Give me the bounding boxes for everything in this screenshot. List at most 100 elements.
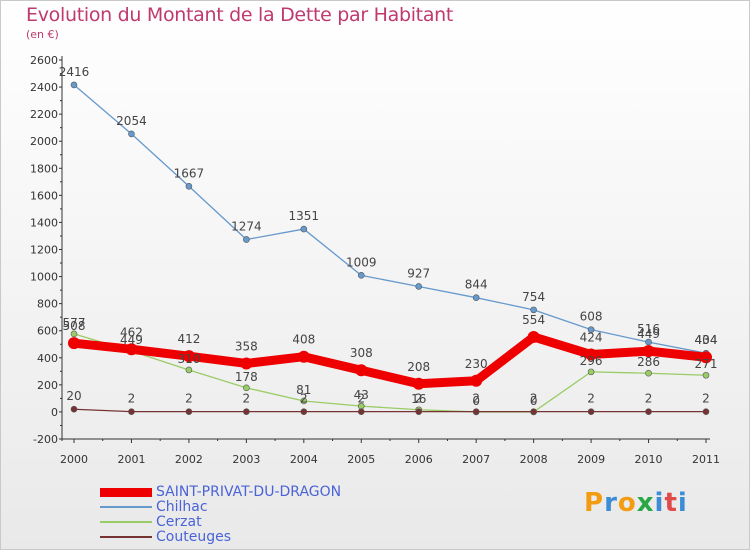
data-label-2-7: 0 — [472, 394, 480, 408]
data-point-3-11 — [702, 408, 710, 415]
x-tick-label: 2010 — [635, 453, 663, 466]
data-point-2-4 — [300, 397, 308, 405]
y-tick-label: 2200 — [30, 108, 58, 121]
y-tick-label: 1200 — [30, 244, 58, 257]
data-point-1-3 — [243, 236, 250, 243]
data-label-3-9: 2 — [587, 392, 595, 406]
chart-subtitle: (en €) — [26, 28, 59, 41]
data-point-0-11 — [700, 351, 712, 364]
data-label-1-6: 927 — [407, 266, 430, 280]
data-point-3-2 — [185, 408, 193, 415]
data-point-3-4 — [300, 408, 308, 415]
data-point-0-2 — [182, 350, 195, 363]
legend-item-saint-privat: SAINT-PRIVAT-DU-DRAGON — [100, 484, 420, 500]
data-label-1-5: 1009 — [346, 255, 377, 269]
data-label-1-9: 608 — [580, 310, 603, 324]
data-point-3-0 — [70, 405, 78, 413]
data-label-3-11: 2 — [702, 392, 710, 406]
data-label-0-2: 412 — [177, 332, 200, 346]
legend-label-chilhac: Chilhac — [156, 499, 208, 515]
data-point-0-4 — [297, 350, 310, 363]
x-tick-label: 2006 — [405, 453, 433, 466]
data-label-3-7: 2 — [472, 392, 480, 406]
data-point-1-8 — [530, 306, 537, 314]
data-point-1-10 — [645, 338, 652, 346]
legend-label-couteuges: Couteuges — [156, 529, 231, 545]
data-label-0-0: 508 — [63, 319, 86, 333]
data-point-0-6 — [412, 377, 425, 390]
legend-item-chilhac: Chilhac — [100, 499, 420, 515]
data-point-0-0 — [68, 337, 80, 350]
data-label-0-4: 408 — [292, 333, 315, 347]
data-point-1-9 — [587, 326, 595, 333]
data-label-1-10: 516 — [637, 322, 660, 336]
data-label-3-1: 2 — [128, 392, 136, 406]
data-label-3-4: 2 — [300, 392, 308, 406]
data-point-2-3 — [243, 384, 250, 392]
x-tick-label: 2005 — [347, 453, 375, 466]
data-label-2-8: 0 — [530, 394, 538, 408]
x-tick-label: 2000 — [60, 453, 88, 466]
data-point-0-10 — [642, 345, 655, 358]
data-point-2-9 — [587, 368, 595, 376]
series-line-0 — [69, 332, 711, 389]
data-label-3-6: 2 — [415, 392, 423, 406]
legend-label-cerzat: Cerzat — [156, 514, 202, 530]
y-tick-label: 2000 — [30, 135, 58, 148]
legend-swatch-couteuges — [100, 536, 152, 538]
y-tick-label: 1000 — [30, 271, 58, 284]
data-label-0-8: 554 — [522, 313, 545, 327]
data-point-1-1 — [128, 130, 135, 138]
data-point-2-11 — [702, 371, 710, 379]
y-tick-label: 2400 — [30, 81, 58, 94]
data-label-3-0: 20 — [66, 389, 81, 403]
y-tick-label: 200 — [37, 379, 58, 392]
data-point-3-3 — [243, 408, 250, 415]
data-label-2-6: 16 — [411, 392, 426, 406]
data-point-0-9 — [585, 348, 598, 361]
data-point-3-1 — [128, 408, 135, 415]
data-label-1-8: 754 — [522, 290, 545, 304]
data-label-0-5: 308 — [350, 346, 373, 360]
data-label-2-3: 178 — [235, 370, 258, 384]
x-tick-label: 2011 — [692, 453, 720, 466]
data-point-2-0 — [70, 330, 78, 338]
x-tick-label: 2009 — [577, 453, 605, 466]
data-label-3-5: 2 — [357, 392, 365, 406]
data-label-2-4: 81 — [296, 383, 311, 397]
data-label-2-1: 449 — [120, 333, 143, 347]
data-label-3-8: 2 — [530, 392, 538, 406]
data-label-2-10: 286 — [637, 355, 660, 369]
x-tick-label: 2007 — [462, 453, 490, 466]
chart-title: Evolution du Montant de la Dette par Hab… — [26, 4, 454, 26]
x-tick-label: 2002 — [175, 453, 203, 466]
data-label-0-3: 358 — [235, 339, 258, 353]
data-point-3-8 — [530, 408, 537, 415]
legend-item-couteuges: Couteuges — [100, 529, 420, 545]
data-point-1-4 — [300, 225, 308, 233]
data-point-0-1 — [125, 343, 138, 356]
data-label-1-2: 1667 — [174, 166, 205, 180]
data-point-3-9 — [587, 408, 595, 415]
data-point-1-2 — [185, 182, 193, 190]
series-line-1 — [73, 84, 707, 354]
data-label-0-9: 424 — [580, 331, 603, 345]
data-label-1-4: 1351 — [289, 209, 320, 223]
series-line-2 — [73, 333, 707, 413]
data-point-3-10 — [645, 408, 652, 415]
data-point-0-7 — [470, 374, 483, 387]
data-label-0-7: 230 — [465, 357, 488, 371]
data-point-0-8 — [527, 330, 540, 343]
x-tick-label: 2008 — [520, 453, 548, 466]
data-label-2-5: 43 — [354, 388, 369, 402]
legend-swatch-saint-privat — [100, 488, 152, 497]
data-label-1-7: 844 — [465, 278, 488, 292]
y-tick-label: -200 — [33, 433, 58, 446]
data-label-2-2: 310 — [177, 352, 200, 366]
data-label-1-1: 2054 — [116, 114, 147, 128]
data-point-0-5 — [355, 364, 368, 377]
data-label-0-6: 208 — [407, 360, 430, 374]
data-label-3-10: 2 — [645, 392, 653, 406]
data-label-2-11: 271 — [695, 357, 718, 371]
